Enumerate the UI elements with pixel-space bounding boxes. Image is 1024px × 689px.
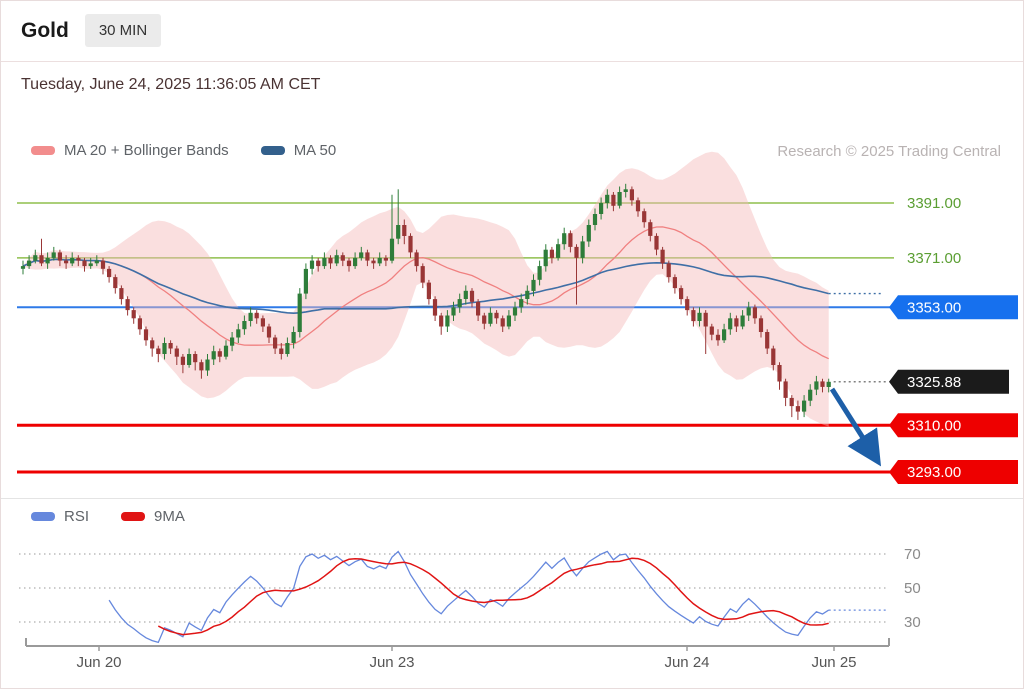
header-divider	[1, 61, 1023, 62]
forecast-arrow	[829, 387, 882, 467]
price-tag-3293.00-text: 3293.00	[907, 464, 961, 481]
instrument-title: Gold	[21, 18, 69, 42]
ma50-label: MA 50	[293, 142, 337, 159]
rsi-grid-label-30: 30	[904, 614, 921, 631]
main-chart-legend: MA 20 + Bollinger Bands MA 50	[31, 142, 358, 159]
price-tag-3310.00	[889, 413, 1018, 438]
header: Gold 30 MIN	[21, 14, 162, 47]
price-tag-3310.00-text: 3310.00	[907, 417, 961, 434]
rsi-line	[108, 550, 830, 644]
current-price-tag-text: 3325.88	[907, 374, 961, 391]
rsi-swatch	[31, 512, 55, 521]
level-label-3371.00: 3371.00	[907, 250, 961, 267]
panel-divider	[1, 498, 1023, 499]
rsi-9ma-label: 9MA	[154, 508, 185, 525]
rsi-9ma-line	[157, 557, 829, 636]
price-tag-3293.00	[889, 460, 1018, 484]
research-watermark: Research © 2025 Trading Central	[777, 143, 1001, 160]
legend-item-ma20-bollinger: MA 20 + Bollinger Bands	[31, 142, 229, 159]
ma20-bollinger-swatch	[31, 146, 55, 155]
bollinger-band-fill	[23, 151, 829, 427]
rsi-grid-label-70: 70	[904, 546, 921, 563]
price-tag-3353.00-text: 3353.00	[907, 299, 961, 316]
current-price-tag	[889, 369, 1009, 394]
ma50-line	[22, 258, 829, 315]
level-label-3391.00: 3391.00	[907, 195, 961, 212]
price-tag-3353.00	[889, 295, 1018, 320]
rsi-legend: RSI 9MA	[31, 508, 207, 525]
x-axis-label-jun-20: Jun 20	[76, 654, 121, 671]
rsi-label: RSI	[64, 508, 90, 525]
rsi-grid-label-50: 50	[904, 580, 921, 597]
candlestick-series	[20, 183, 831, 420]
x-axis-label-jun-24: Jun 24	[664, 654, 709, 671]
ma50-swatch	[260, 146, 285, 155]
ma20-line	[22, 226, 829, 360]
legend-item-9ma: 9MA	[121, 508, 185, 525]
legend-item-ma50: MA 50	[260, 142, 337, 159]
datetime-label: Tuesday, June 24, 2025 11:36:05 AM CET	[21, 76, 321, 93]
ma20-bollinger-label: MA 20 + Bollinger Bands	[64, 142, 229, 159]
x-axis-label-jun-25: Jun 25	[811, 654, 856, 671]
x-axis-label-jun-23: Jun 23	[369, 654, 414, 671]
rsi-9ma-swatch	[121, 512, 146, 521]
timeframe-badge: 30 MIN	[84, 14, 162, 47]
legend-item-rsi: RSI	[31, 508, 89, 525]
